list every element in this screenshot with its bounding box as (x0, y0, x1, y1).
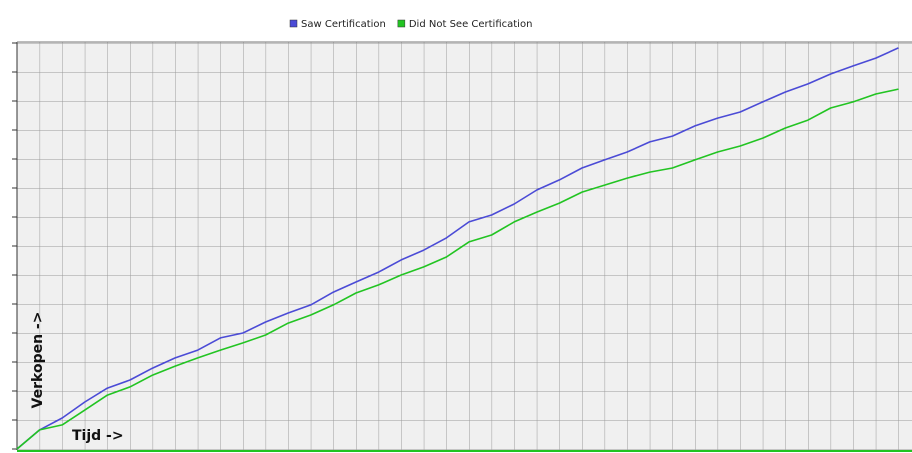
legend: Saw Certification Did Not See Certificati… (289, 19, 533, 30)
legend-label: Saw Certification (301, 19, 386, 30)
legend-swatch (397, 19, 406, 28)
series-line (16, 47, 899, 450)
series-line (16, 88, 899, 450)
legend-label: Did Not See Certification (409, 19, 533, 30)
legend-swatch (289, 19, 298, 28)
grid (17, 42, 912, 450)
y-axis-label: Verkopen -> (30, 312, 46, 409)
x-axis-label: Tijd -> (72, 428, 124, 444)
